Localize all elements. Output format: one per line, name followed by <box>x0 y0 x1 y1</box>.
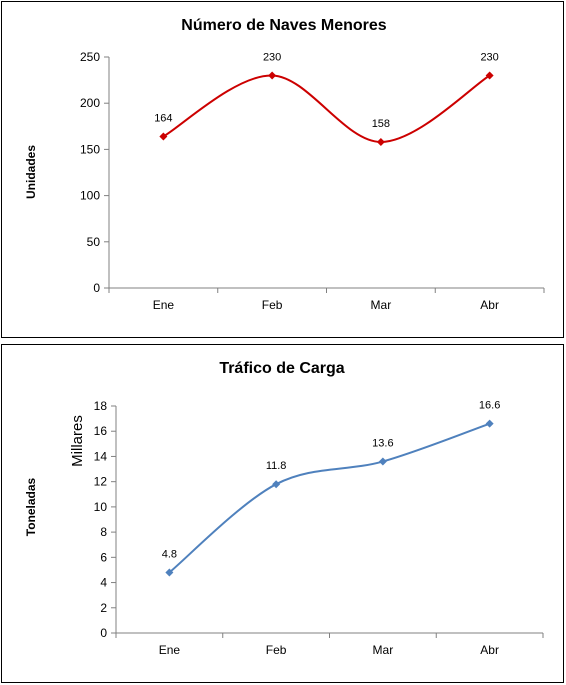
x-tick-label: Mar <box>373 643 394 657</box>
y-tick-label: 2 <box>100 601 107 615</box>
chart-panel-naves: Número de Naves Menores Unidades 0 50 100 1… <box>1 1 564 338</box>
x-tick-label: Feb <box>266 643 287 657</box>
y-tick-label: 12 <box>94 475 108 489</box>
y-tick-label: 150 <box>80 142 100 156</box>
x-tick-label: Ene <box>159 643 181 657</box>
y-tick-label: 0 <box>100 626 107 640</box>
data-label: 4.8 <box>162 548 177 560</box>
x-tick-label: Abr <box>480 298 499 312</box>
y-axis-unit-label: Millares <box>69 415 86 467</box>
data-label: 230 <box>263 51 281 63</box>
series-line <box>162 74 491 144</box>
y-tick-label: 14 <box>94 449 108 463</box>
y-tick-label: 200 <box>80 96 100 110</box>
data-point-marker <box>485 419 494 428</box>
y-tick-label: 0 <box>93 281 100 295</box>
chart-naves-svg: Número de Naves Menores Unidades 0 50 100 1… <box>24 17 545 312</box>
data-label: 13.6 <box>372 437 393 449</box>
y-tick-label: 16 <box>94 424 108 438</box>
x-tick-label: Mar <box>371 298 392 312</box>
data-point-marker <box>376 138 385 147</box>
data-point-marker <box>165 568 174 577</box>
x-tick-label: Ene <box>153 298 175 312</box>
data-point-marker <box>268 71 277 80</box>
y-tick-label: 8 <box>100 525 107 539</box>
data-label: 11.8 <box>266 460 287 472</box>
y-tick-label: 100 <box>80 189 100 203</box>
chart-carga-svg: Tráfico de Carga Toneladas Millares 0 2 4 6… <box>24 360 544 657</box>
series-line <box>168 422 490 574</box>
x-tick-label: Abr <box>480 643 499 657</box>
data-label: 158 <box>372 118 390 130</box>
data-label: 164 <box>154 112 172 124</box>
y-tick-label: 10 <box>94 500 108 514</box>
x-tick-label: Feb <box>262 298 283 312</box>
y-tick-label: 50 <box>87 235 101 249</box>
y-tick-label: 6 <box>100 550 107 564</box>
chart-title: Tráfico de Carga <box>219 360 344 377</box>
data-point-marker <box>272 480 281 489</box>
y-tick-label: 18 <box>94 399 108 413</box>
chart-panel-carga: Tráfico de Carga Toneladas Millares 0 2 4 6… <box>1 344 564 683</box>
data-label: 230 <box>480 51 498 63</box>
y-axis-label: Toneladas <box>24 477 38 536</box>
data-label: 16.6 <box>479 400 500 412</box>
data-point-marker <box>159 132 168 141</box>
data-point-marker <box>485 71 494 80</box>
y-axis-label: Unidades <box>24 145 38 199</box>
y-tick-label: 4 <box>100 576 107 590</box>
y-tick-label: 250 <box>80 50 100 64</box>
chart-title: Número de Naves Menores <box>181 17 387 34</box>
data-point-marker <box>378 457 387 466</box>
